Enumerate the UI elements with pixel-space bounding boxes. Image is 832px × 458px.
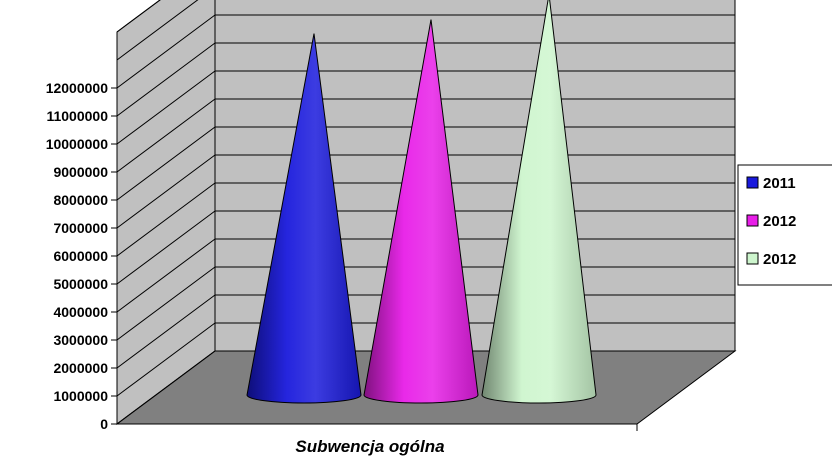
y-tick-label: 11000000 bbox=[46, 108, 108, 124]
gridline-side bbox=[116, 154, 216, 229]
legend-label: 2012 bbox=[763, 251, 796, 268]
y-tick-label: 5000000 bbox=[53, 276, 108, 292]
gridline-side bbox=[116, 266, 216, 341]
legend-swatch bbox=[746, 176, 759, 189]
side-wall bbox=[116, 0, 216, 425]
y-tick-label: 10000000 bbox=[46, 136, 109, 152]
gridline-side bbox=[116, 70, 216, 145]
gridline-side bbox=[116, 182, 216, 257]
y-tick-label: 6000000 bbox=[53, 248, 108, 264]
legend-label: 2012 bbox=[763, 213, 796, 230]
gridline-side bbox=[116, 322, 216, 397]
y-tick-label: 0 bbox=[100, 416, 108, 432]
gridline-side bbox=[116, 98, 216, 173]
y-tick-label: 9000000 bbox=[53, 164, 108, 180]
gridline-side bbox=[116, 42, 216, 117]
gridline-side bbox=[116, 350, 216, 425]
cones bbox=[246, 0, 597, 404]
y-tick-label: 12000000 bbox=[46, 80, 109, 96]
gridline-side bbox=[116, 210, 216, 285]
gridline-side bbox=[116, 0, 199, 61]
cone-2012 bbox=[481, 0, 597, 404]
legend: 2011 2012 2012 bbox=[737, 164, 832, 286]
gridline-side bbox=[116, 126, 216, 201]
legend-label: 2011 bbox=[763, 175, 796, 192]
y-tick-label: 8000000 bbox=[53, 192, 108, 208]
gridline-side bbox=[116, 294, 216, 369]
gridline-side bbox=[116, 14, 216, 89]
cone-2011 bbox=[246, 33, 362, 404]
y-tick-label: 7000000 bbox=[53, 220, 108, 236]
y-tick-label: 1000000 bbox=[53, 388, 108, 404]
y-tick-label: 2000000 bbox=[53, 360, 108, 376]
legend-swatch bbox=[746, 214, 759, 227]
cone-2012 bbox=[363, 19, 479, 404]
y-tick-label: 4000000 bbox=[53, 304, 108, 320]
gridline-side bbox=[116, 238, 216, 313]
x-axis-title: Subwencja ogólna bbox=[295, 437, 444, 456]
gridline-side bbox=[116, 0, 161, 33]
y-tick-label: 3000000 bbox=[53, 332, 108, 348]
legend-swatch bbox=[746, 252, 759, 265]
value-axis: 0 1000000 2000000 3000000 4000000 5000000 6000… bbox=[46, 80, 638, 432]
